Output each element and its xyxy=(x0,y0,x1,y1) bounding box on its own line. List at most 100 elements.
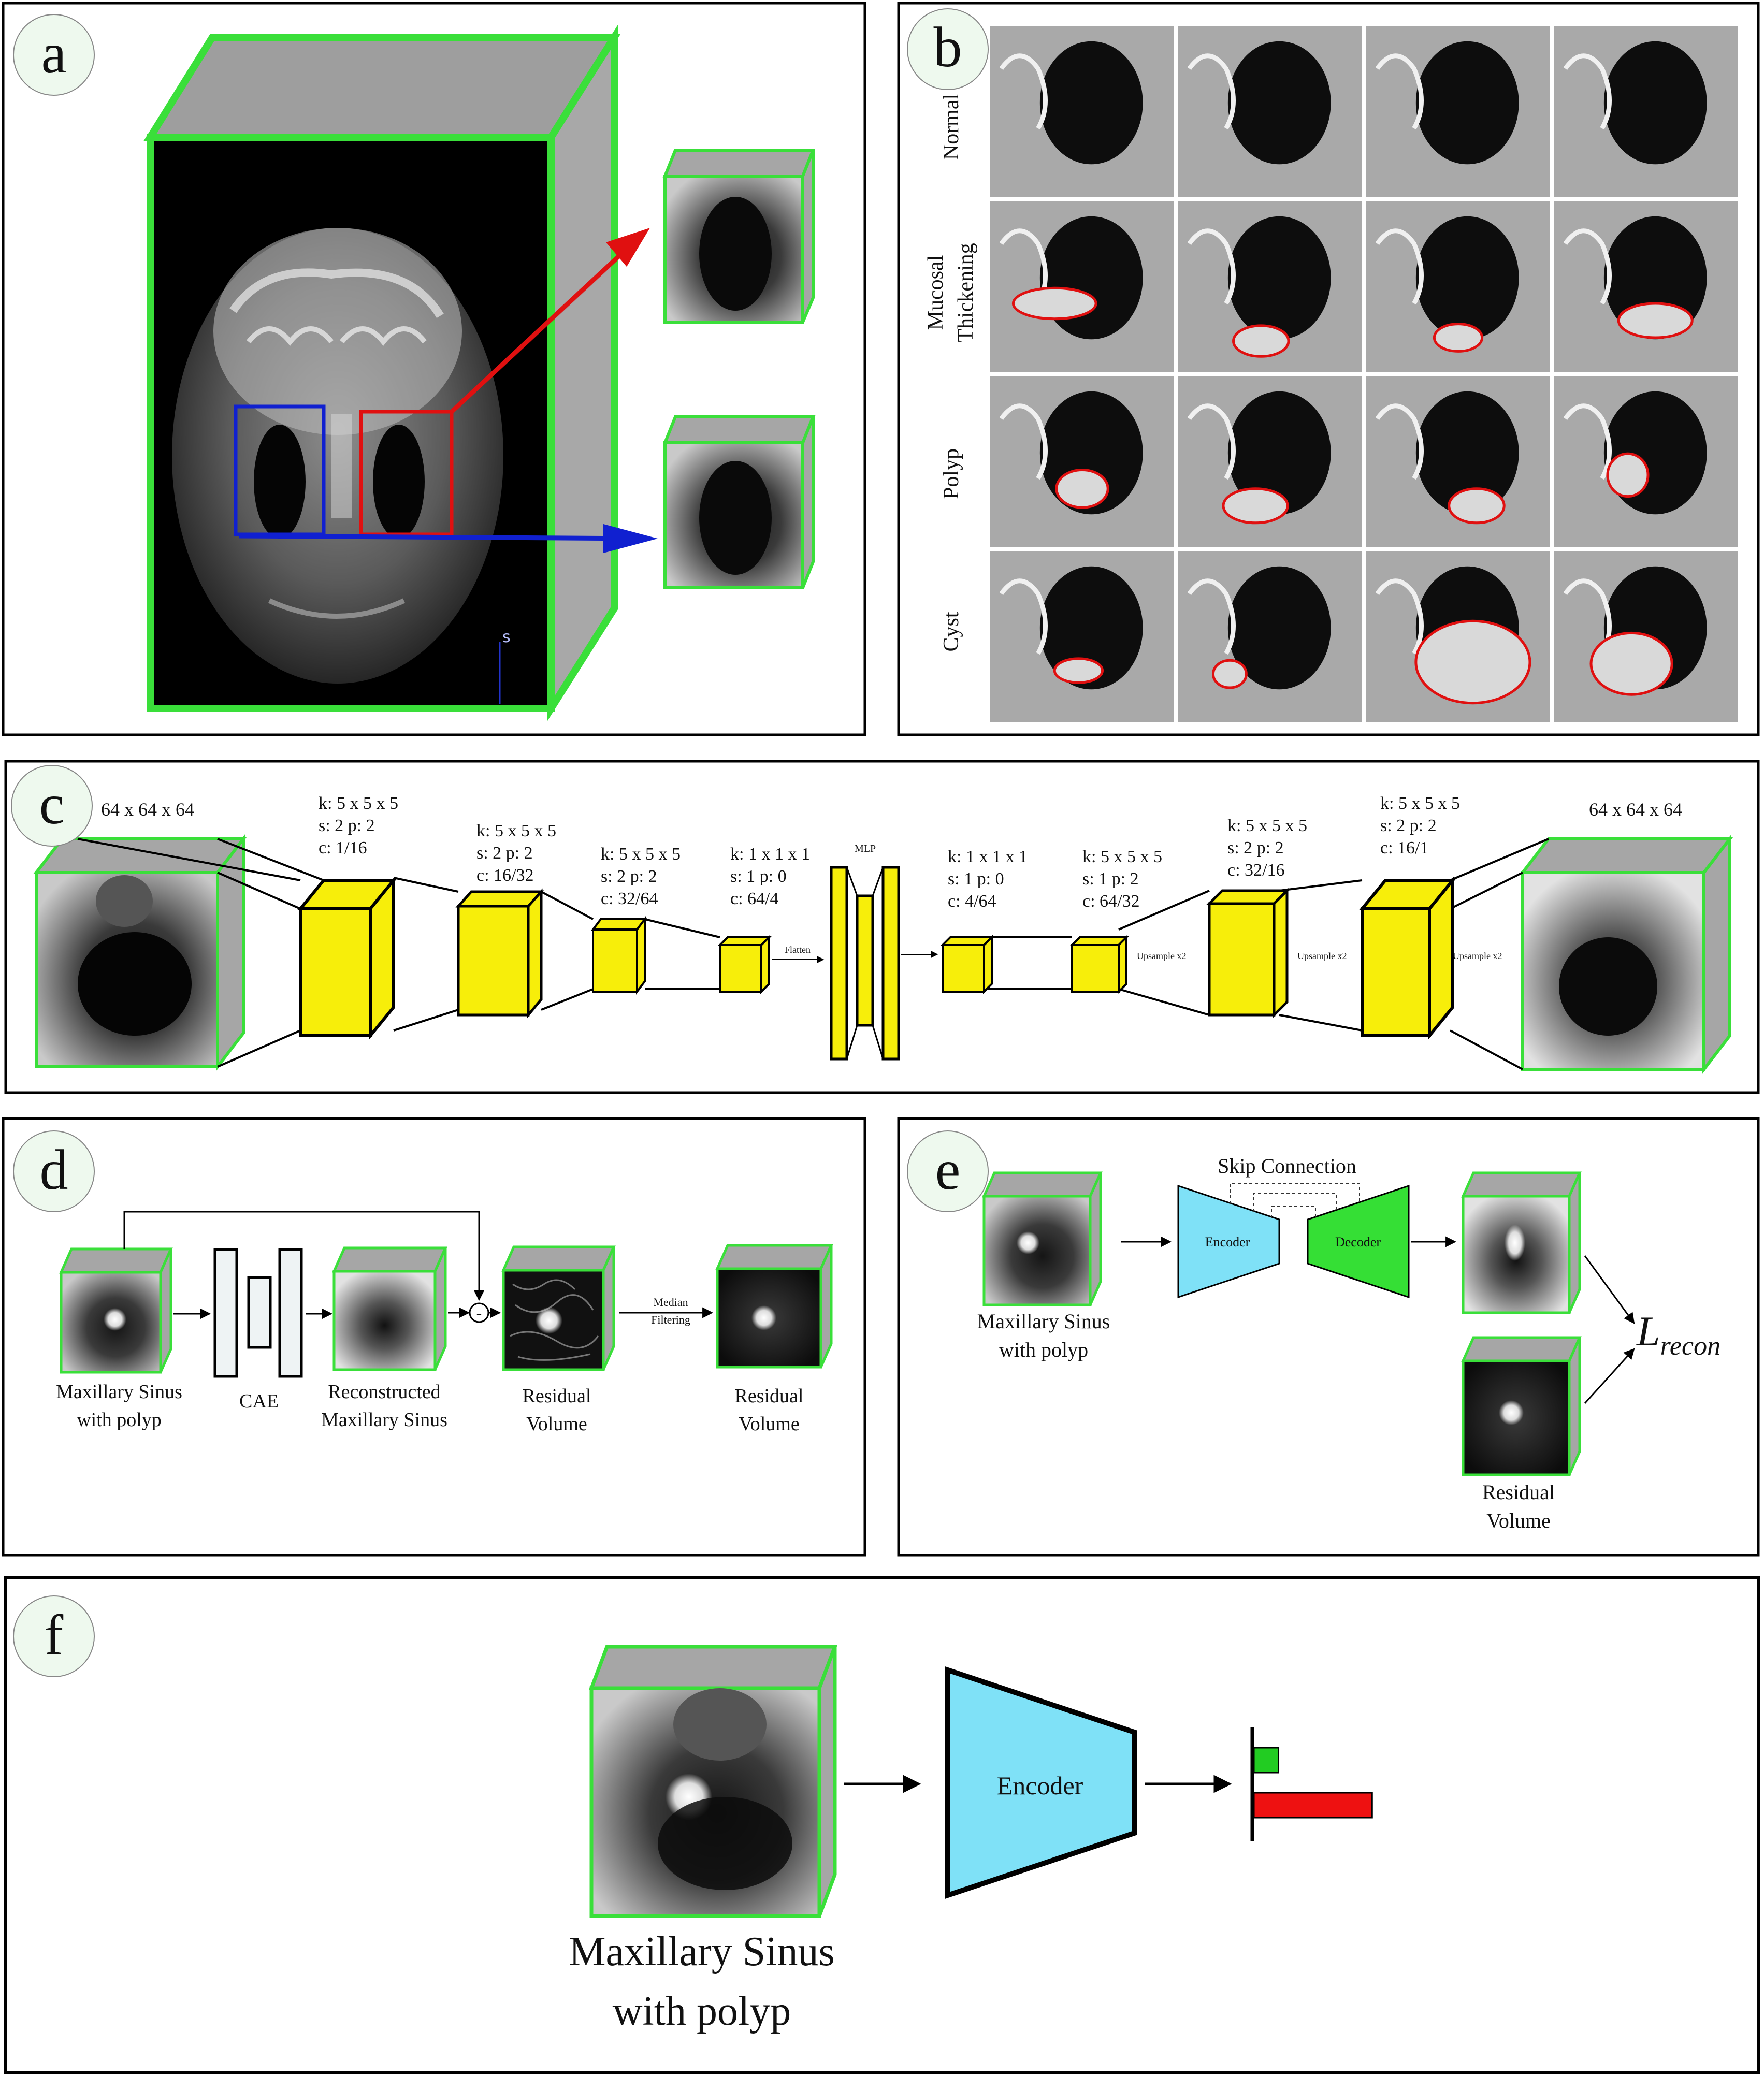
upsample-label-1: Upsample x2 xyxy=(1137,951,1186,961)
coronal-mri-slice xyxy=(172,228,503,684)
panel-d: Maxillary Sinus with polyp CAE Reconstru… xyxy=(2,1117,866,1557)
decoder-block-3 xyxy=(1206,887,1291,1019)
d-input-label-2: with polyp xyxy=(77,1409,162,1431)
d-skip-line xyxy=(123,1211,485,1301)
panel-c: 64 x 64 x 64 64 x 64 x 64 xyxy=(4,760,1760,1094)
layer8-channels: c: 16/1 xyxy=(1380,838,1428,858)
decoder-block-2 xyxy=(1069,935,1129,994)
layer5-channels: c: 4/64 xyxy=(948,892,996,911)
decoder-block-4 xyxy=(1358,876,1456,1040)
mri-tile xyxy=(1554,201,1738,372)
e-arrow-recon xyxy=(1584,1255,1635,1324)
e-decoder-label: Decoder xyxy=(1335,1235,1381,1250)
layer1-channels: c: 1/16 xyxy=(319,838,367,858)
e-encoder-label: Encoder xyxy=(1205,1235,1250,1250)
layer1-stride: s: 2 p: 2 xyxy=(319,816,375,835)
mri-tile xyxy=(1554,26,1738,197)
e-skip-connections xyxy=(1230,1183,1360,1218)
d-input-cube xyxy=(59,1247,173,1374)
mri-tile xyxy=(1178,26,1362,197)
median-filter-label-2: Filtering xyxy=(651,1313,690,1326)
f-encoder-shape xyxy=(945,1666,1137,1899)
panel-f-badge xyxy=(13,1595,95,1677)
flatten-label: Flatten xyxy=(785,945,811,955)
d-recon-cube xyxy=(332,1246,447,1371)
row-label-normal: Normal xyxy=(939,94,963,160)
prediction-bars xyxy=(1253,1747,1373,1819)
skip-connection-label: Skip Connection xyxy=(1218,1154,1356,1178)
layer6-kernel: k: 5 x 5 x 5 xyxy=(1082,847,1162,866)
f-input-label-2: with polyp xyxy=(613,1988,791,2034)
mri-tile xyxy=(1178,551,1362,722)
mri-tile xyxy=(1366,551,1550,722)
d-residual-label-1: Residual xyxy=(523,1385,591,1407)
prediction-bar-red xyxy=(1253,1792,1373,1819)
volume-side-face xyxy=(547,24,618,721)
panel-e-letter: e xyxy=(935,1138,961,1201)
layer7-kernel: k: 5 x 5 x 5 xyxy=(1227,816,1307,835)
layer4-stride: s: 1 p: 0 xyxy=(730,867,787,886)
decoder-block-1 xyxy=(940,935,994,994)
panel-a-letter: a xyxy=(41,22,67,85)
encoder-block-3 xyxy=(591,916,647,995)
prediction-bar-green xyxy=(1253,1747,1280,1774)
layer2-kernel: k: 5 x 5 x 5 xyxy=(476,821,556,840)
panel-e: Maxillary Sinus with polyp Encoder Decod… xyxy=(897,1117,1760,1557)
e-residual-cube xyxy=(1461,1336,1582,1476)
e-arrow-residual xyxy=(1584,1348,1635,1404)
mri-tile xyxy=(990,551,1174,722)
e-decoder-shape xyxy=(1307,1184,1410,1299)
roi-right-box xyxy=(359,410,454,536)
mri-tile xyxy=(990,26,1174,197)
d-recon-label-1: Reconstructed xyxy=(328,1381,440,1403)
d-recon-label-2: Maxillary Sinus xyxy=(321,1409,447,1431)
e-output-cube xyxy=(1461,1171,1582,1314)
layer2-stride: s: 2 p: 2 xyxy=(476,844,533,863)
layer2-channels: c: 16/32 xyxy=(476,866,533,885)
axis-letter: s xyxy=(502,628,511,646)
subtract-operator xyxy=(469,1302,489,1323)
input-volume-cube xyxy=(33,834,247,1071)
mri-tile xyxy=(1554,551,1738,722)
red-arrow-head xyxy=(606,228,650,267)
mri-tile xyxy=(1366,376,1550,547)
mri-tile xyxy=(1366,201,1550,372)
layer3-stride: s: 2 p: 2 xyxy=(601,867,657,886)
f-input-label-1: Maxillary Sinus xyxy=(569,1929,834,1975)
f-input-cube xyxy=(588,1645,838,1918)
row-label-polyp: Polyp xyxy=(939,448,963,499)
e-residual-label-1: Residual xyxy=(1482,1480,1555,1504)
panel-b-badge xyxy=(907,8,989,90)
blue-arrow xyxy=(239,533,648,541)
minus-sign: - xyxy=(476,1303,482,1322)
layer4-kernel: k: 1 x 1 x 1 xyxy=(730,845,810,864)
e-input-cube xyxy=(982,1171,1103,1306)
panel-b-letter: b xyxy=(934,16,962,79)
encoder-block-2 xyxy=(455,888,544,1019)
layer6-stride: s: 1 p: 2 xyxy=(1082,869,1139,889)
panel-f-letter: f xyxy=(45,1603,64,1666)
layer4-channels: c: 64/4 xyxy=(730,889,778,908)
e-residual-label-2: Volume xyxy=(1486,1509,1551,1532)
row-label-cyst: Cyst xyxy=(939,612,963,651)
layer8-stride: s: 2 p: 2 xyxy=(1380,816,1437,835)
segmentation-outline xyxy=(1053,657,1104,684)
e-input-label-2: with polyp xyxy=(999,1338,1088,1361)
mri-tile xyxy=(990,201,1174,372)
segmentation-outline xyxy=(1589,631,1673,696)
segmentation-outline xyxy=(1414,619,1531,705)
panel-e-badge xyxy=(907,1130,989,1212)
panel-f-frame xyxy=(4,1576,1760,2074)
layer3-kernel: k: 5 x 5 x 5 xyxy=(601,845,681,864)
d-residual-cube xyxy=(501,1245,616,1371)
mri-tile xyxy=(990,376,1174,547)
upsample-label-3: Upsample x2 xyxy=(1453,951,1502,961)
mri-tile xyxy=(1554,376,1738,547)
segmentation-outline xyxy=(1232,324,1290,358)
d-filtered-label-2: Volume xyxy=(739,1413,800,1435)
panel-a: s a xyxy=(2,2,866,736)
encoder-block-1 xyxy=(297,876,397,1040)
segmentation-outline xyxy=(1448,487,1506,525)
e-encoder-shape xyxy=(1177,1184,1280,1299)
